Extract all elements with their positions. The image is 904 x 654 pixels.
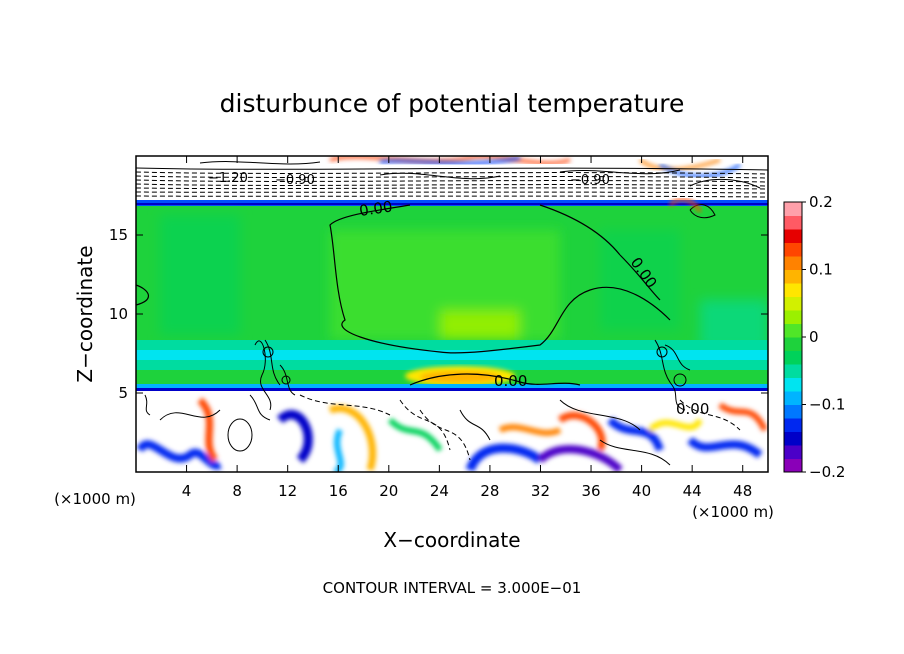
upper-stratified-layer — [136, 156, 768, 200]
y-tick-label: 10 — [109, 305, 128, 323]
colorbar-swatch — [784, 310, 802, 324]
colorbar-swatch — [784, 445, 802, 459]
cyan-band — [136, 340, 768, 352]
contour-label: −1.20 — [208, 171, 248, 186]
colorbar-swatch — [784, 364, 802, 378]
contour-label: 0.00 — [676, 400, 709, 418]
x-axis-ticks: 4 8 12 16 20 24 28 32 36 40 44 48 — [182, 156, 752, 500]
contour-label: −0.90 — [275, 173, 315, 188]
colorbar-tick-label: 0 — [809, 328, 819, 346]
colorbar-swatch — [784, 404, 802, 419]
colorbar-swatch — [784, 458, 802, 473]
y-tick-label: 5 — [118, 384, 128, 402]
plume-left — [254, 339, 296, 411]
colorbar-swatch — [784, 202, 802, 216]
x-tick-label: 20 — [379, 482, 398, 500]
colorbar-swatch — [784, 215, 802, 230]
x-axis-unit-right: (×1000 m) — [692, 503, 774, 521]
colorbar-swatch — [784, 229, 802, 243]
colorbar-tick-label: 0.2 — [809, 193, 833, 211]
inversion-band — [136, 384, 768, 388]
lower-turbulent-layer — [136, 391, 768, 472]
colorbar: 0.2 0.1 0 −0.1 −0.2 — [783, 193, 845, 481]
x-tick-label: 48 — [733, 482, 752, 500]
x-tick-label: 12 — [278, 482, 297, 500]
x-tick-label: 32 — [531, 482, 550, 500]
colorbar-swatch — [784, 418, 802, 432]
colorbar-swatch — [784, 377, 802, 392]
colorbar-swatch — [784, 242, 802, 257]
x-tick-label: 36 — [581, 482, 600, 500]
colorbar-tick-label: −0.2 — [809, 463, 845, 481]
colorbar-tick-label: 0.1 — [809, 261, 833, 279]
contour-interval-note: CONTOUR INTERVAL = 3.000E−01 — [323, 579, 582, 597]
colorbar-tick-label: −0.1 — [809, 396, 845, 414]
colorbar-swatch — [784, 256, 802, 270]
contour-label: 0.00 — [494, 372, 527, 390]
colorbar-swatch — [784, 431, 802, 446]
contour-label: 0.00 — [358, 197, 394, 219]
x-tick-label: 16 — [329, 482, 348, 500]
contour-label: −0.90 — [570, 173, 610, 188]
y-axis-label: Z−coordinate — [73, 245, 97, 382]
chart-title: disturbunce of potential temperature — [220, 89, 685, 118]
colorbar-swatch — [784, 283, 802, 297]
colorbar-swatch — [784, 269, 802, 284]
x-tick-label: 4 — [182, 482, 192, 500]
x-tick-label: 24 — [430, 482, 449, 500]
y-tick-label: 15 — [109, 226, 128, 244]
plume-right — [654, 204, 716, 411]
x-tick-label: 40 — [632, 482, 651, 500]
zero-contours — [136, 204, 671, 386]
colorbar-swatch — [784, 296, 802, 311]
y-axis-ticks: 5 10 15 — [109, 226, 768, 402]
colorbar-swatch — [784, 391, 802, 405]
colorbar-swatch — [784, 350, 802, 365]
x-tick-label: 28 — [480, 482, 499, 500]
x-tick-label: 8 — [232, 482, 242, 500]
plot-field — [136, 156, 768, 472]
colorbar-swatch — [784, 323, 802, 338]
x-tick-label: 44 — [683, 482, 702, 500]
colorbar-swatch — [784, 337, 802, 351]
x-axis-label: X−coordinate — [383, 528, 520, 552]
x-axis-unit-left: (×1000 m) — [54, 490, 136, 508]
